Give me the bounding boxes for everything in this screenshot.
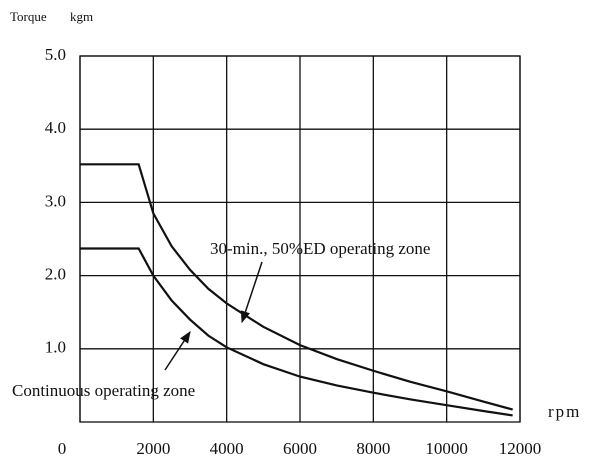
y-axis-unit: kgm: [70, 9, 93, 24]
y-tick-label: 2.0: [45, 265, 66, 284]
annotation: 30-min., 50%ED operating zone: [210, 239, 430, 258]
annotation: Continuous operating zone: [12, 381, 195, 400]
x-axis-label: rpm: [548, 402, 581, 421]
x-tick-label: 12000: [499, 439, 542, 458]
line: [80, 247, 513, 417]
y-tick-label: 4.0: [45, 118, 66, 137]
x-tick-label: 10000: [425, 439, 468, 458]
annotation-arrow: [164, 330, 191, 371]
x-tick-label: 6000: [283, 439, 317, 458]
x-tick-label: 2000: [136, 439, 170, 458]
y-tick-label: 5.0: [45, 45, 66, 64]
y-axis-label: Torque: [10, 9, 47, 24]
annotation-arrow: [240, 261, 263, 324]
x-tick-label: 4000: [210, 439, 244, 458]
line: [80, 163, 513, 411]
y-tick-label: 3.0: [45, 191, 66, 210]
x-tick-label: 8000: [356, 439, 390, 458]
y-tick-label: 1.0: [45, 338, 66, 357]
x-tick-label: 0: [58, 439, 67, 458]
